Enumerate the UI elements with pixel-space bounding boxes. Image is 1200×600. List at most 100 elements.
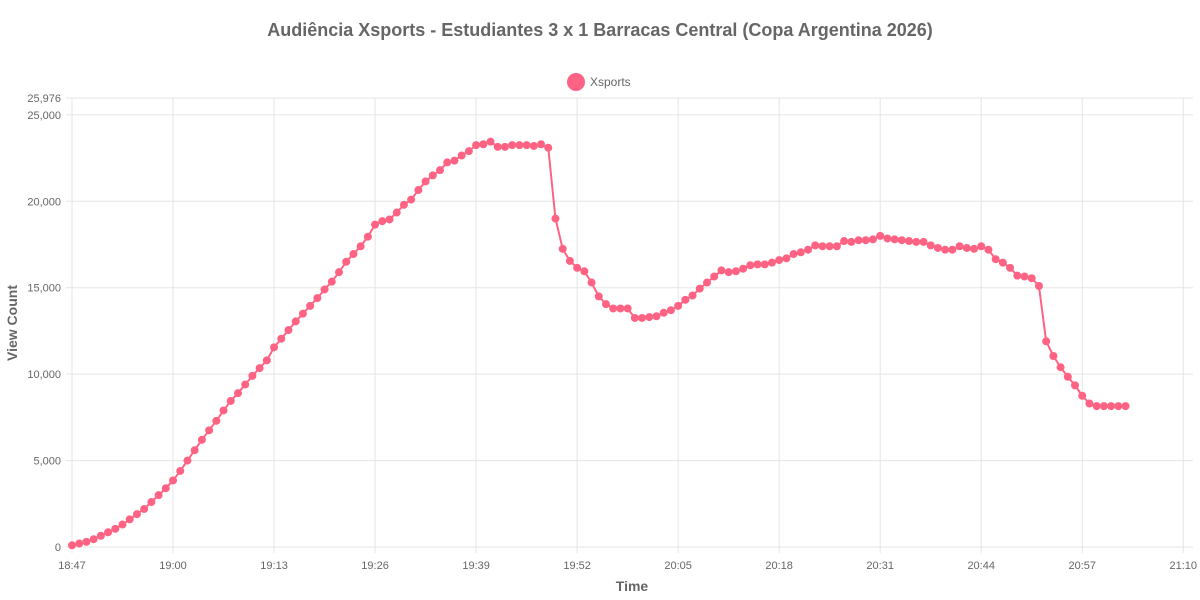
data-point[interactable] [183,456,192,465]
data-point[interactable] [522,141,531,150]
data-point[interactable] [984,245,993,254]
data-point[interactable] [688,291,697,300]
data-point[interactable] [941,245,950,254]
data-point[interactable] [1107,402,1116,411]
data-point[interactable] [529,141,538,150]
data-point[interactable] [753,260,762,269]
data-point[interactable] [378,217,387,226]
data-point[interactable] [601,300,610,309]
data-point[interactable] [262,356,271,365]
data-point[interactable] [883,234,892,243]
data-point[interactable] [197,435,206,444]
data-point[interactable] [659,308,668,317]
data-point[interactable] [219,406,228,415]
data-point[interactable] [1034,281,1043,290]
data-point[interactable] [731,267,740,276]
data-point[interactable] [1027,274,1036,283]
data-point[interactable] [710,272,719,281]
data-point[interactable] [1099,402,1108,411]
data-point[interactable] [537,140,546,149]
data-point[interactable] [125,515,134,524]
data-point[interactable] [298,309,307,318]
data-point[interactable] [717,266,726,275]
data-point[interactable] [1006,263,1015,272]
data-point[interactable] [450,156,459,165]
data-point[interactable] [342,257,351,266]
data-point[interactable] [760,260,769,269]
data-point[interactable] [998,258,1007,267]
data-point[interactable] [1092,402,1101,411]
data-point[interactable] [854,236,863,245]
data-point[interactable] [919,237,928,246]
data-point[interactable] [284,326,293,335]
data-point[interactable] [991,255,1000,264]
data-point[interactable] [111,524,120,533]
data-point[interactable] [306,301,315,310]
data-point[interactable] [385,215,394,224]
data-point[interactable] [169,476,178,485]
data-point[interactable] [703,278,712,287]
data-point[interactable] [580,267,589,276]
data-point[interactable] [190,446,199,455]
data-point[interactable] [205,426,214,435]
data-point[interactable] [933,243,942,252]
data-point[interactable] [609,304,618,313]
data-point[interactable] [623,304,632,313]
legend[interactable]: Xsports [567,73,631,91]
data-point[interactable] [500,142,509,151]
data-point[interactable] [912,237,921,246]
data-point[interactable] [443,158,452,167]
data-point[interactable] [796,248,805,257]
data-point[interactable] [457,151,466,160]
data-point[interactable] [825,242,834,251]
data-point[interactable] [486,137,495,146]
data-point[interactable] [1013,271,1022,280]
data-point[interactable] [775,256,784,265]
data-point[interactable] [104,528,113,537]
data-point[interactable] [594,292,603,301]
data-point[interactable] [414,186,423,195]
data-point[interactable] [1056,363,1065,372]
data-point[interactable] [132,510,141,519]
data-point[interactable] [349,250,358,259]
data-point[interactable] [890,235,899,244]
data-point[interactable] [645,313,654,322]
data-point[interactable] [363,232,372,241]
data-point[interactable] [428,171,437,180]
data-point[interactable] [255,364,264,373]
data-point[interactable] [565,256,574,265]
data-point[interactable] [334,268,343,277]
data-point[interactable] [241,380,250,389]
data-point[interactable] [724,268,733,277]
data-point[interactable] [1071,381,1080,390]
data-point[interactable] [876,231,885,240]
data-point[interactable] [1085,399,1094,408]
data-point[interactable] [955,242,964,251]
data-point[interactable] [421,177,430,186]
data-point[interactable] [96,531,105,540]
data-point[interactable] [75,539,84,548]
data-point[interactable] [767,258,776,267]
data-point[interactable] [1078,391,1087,400]
data-point[interactable] [861,236,870,245]
data-point[interactable] [1049,351,1058,360]
data-point[interactable] [962,243,971,252]
data-point[interactable] [176,466,185,475]
data-point[interactable] [818,242,827,251]
data-point[interactable] [681,295,690,304]
data-point[interactable] [573,263,582,272]
data-point[interactable] [544,143,553,152]
data-point[interactable] [832,242,841,251]
data-point[interactable] [616,304,625,313]
data-point[interactable] [630,313,639,322]
data-point[interactable] [161,484,170,493]
data-point[interactable] [118,520,127,529]
data-point[interactable] [746,261,755,270]
data-point[interactable] [291,317,300,326]
data-point[interactable] [464,147,473,156]
data-point[interactable] [558,244,567,253]
data-point[interactable] [479,140,488,149]
data-point[interactable] [811,241,820,250]
data-point[interactable] [897,236,906,245]
data-point[interactable] [233,389,242,398]
